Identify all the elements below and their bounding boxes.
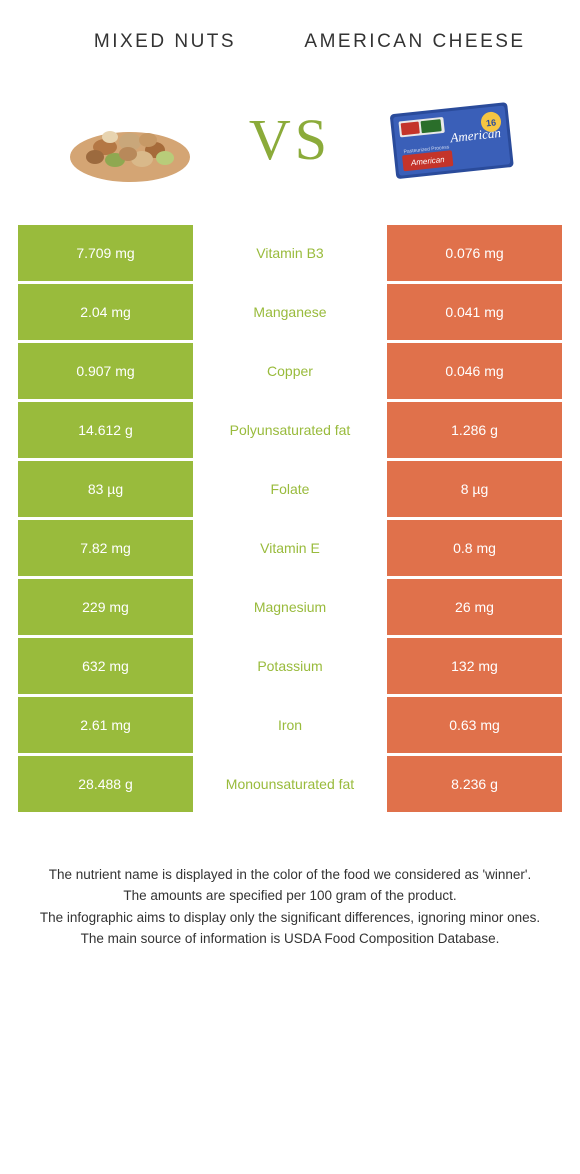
images-row: VS American 16 American Pasteurized Proc… (0, 75, 580, 225)
nutrient-name: Potassium (193, 638, 387, 694)
nutrient-name: Vitamin B3 (193, 225, 387, 281)
nutrient-name: Manganese (193, 284, 387, 340)
nutrient-name: Polyunsaturated fat (193, 402, 387, 458)
nutrient-name: Monounsaturated fat (193, 756, 387, 812)
nutrient-name: Magnesium (193, 579, 387, 635)
footer-line-2: The amounts are specified per 100 gram o… (30, 886, 550, 906)
svg-text:16: 16 (485, 117, 496, 128)
footer-notes: The nutrient name is displayed in the co… (0, 815, 580, 971)
table-row: 7.82 mgVitamin E0.8 mg (18, 520, 562, 576)
left-value: 7.82 mg (18, 520, 193, 576)
right-value: 0.63 mg (387, 697, 562, 753)
right-value: 0.8 mg (387, 520, 562, 576)
comparison-table: 7.709 mgVitamin B30.076 mg2.04 mgMangane… (0, 225, 580, 812)
left-food-title: Mixed nuts (40, 30, 290, 55)
left-value: 0.907 mg (18, 343, 193, 399)
right-value: 0.076 mg (387, 225, 562, 281)
footer-line-3: The infographic aims to display only the… (30, 908, 550, 928)
table-row: 0.907 mgCopper0.046 mg (18, 343, 562, 399)
right-value: 0.046 mg (387, 343, 562, 399)
right-value: 0.041 mg (387, 284, 562, 340)
nutrient-name: Vitamin E (193, 520, 387, 576)
right-food-title: American cheese (290, 30, 540, 55)
left-value: 2.61 mg (18, 697, 193, 753)
american-cheese-image: American 16 American Pasteurized Process (370, 85, 530, 195)
table-row: 229 mgMagnesium26 mg (18, 579, 562, 635)
left-value: 229 mg (18, 579, 193, 635)
header: Mixed nuts American cheese (0, 0, 580, 75)
right-value: 8 µg (387, 461, 562, 517)
mixed-nuts-image (50, 85, 210, 195)
vs-label: VS (249, 106, 331, 173)
left-value: 2.04 mg (18, 284, 193, 340)
left-value: 83 µg (18, 461, 193, 517)
table-row: 2.04 mgManganese0.041 mg (18, 284, 562, 340)
nutrient-name: Copper (193, 343, 387, 399)
footer-line-4: The main source of information is USDA F… (30, 929, 550, 949)
table-row: 2.61 mgIron0.63 mg (18, 697, 562, 753)
table-row: 14.612 gPolyunsaturated fat1.286 g (18, 402, 562, 458)
nutrient-name: Iron (193, 697, 387, 753)
left-value: 7.709 mg (18, 225, 193, 281)
footer-line-1: The nutrient name is displayed in the co… (30, 865, 550, 885)
table-row: 632 mgPotassium132 mg (18, 638, 562, 694)
nutrient-name: Folate (193, 461, 387, 517)
table-row: 28.488 gMonounsaturated fat8.236 g (18, 756, 562, 812)
table-row: 83 µgFolate8 µg (18, 461, 562, 517)
right-value: 132 mg (387, 638, 562, 694)
table-row: 7.709 mgVitamin B30.076 mg (18, 225, 562, 281)
right-value: 8.236 g (387, 756, 562, 812)
left-value: 632 mg (18, 638, 193, 694)
left-value: 14.612 g (18, 402, 193, 458)
right-value: 1.286 g (387, 402, 562, 458)
right-value: 26 mg (387, 579, 562, 635)
left-value: 28.488 g (18, 756, 193, 812)
